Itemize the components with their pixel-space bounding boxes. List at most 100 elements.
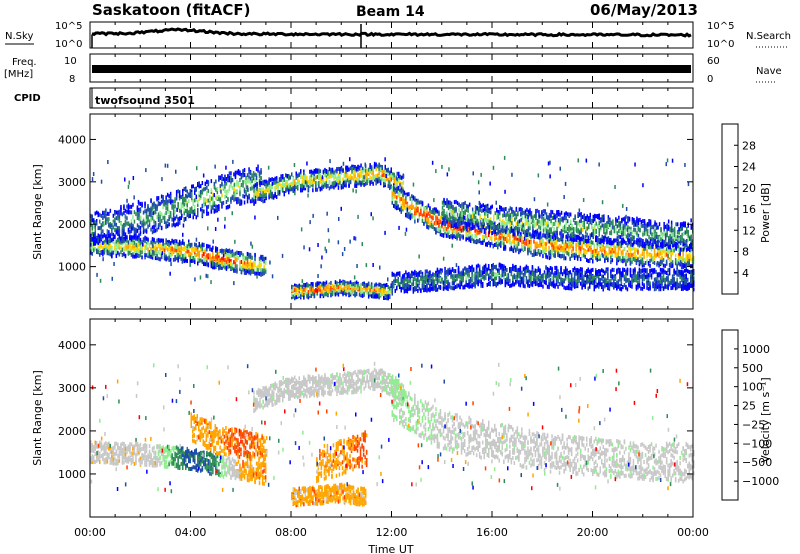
data-cell	[315, 176, 317, 181]
data-cell	[94, 220, 96, 225]
data-cell	[566, 250, 568, 255]
data-cell	[257, 164, 259, 169]
data-cell	[584, 254, 586, 259]
data-cell	[189, 214, 191, 218]
data-cell	[468, 215, 471, 220]
data-cell	[292, 176, 294, 181]
data-cell	[468, 222, 471, 227]
data-cell	[117, 231, 119, 236]
data-cell	[589, 216, 591, 221]
data-cell	[209, 202, 211, 207]
data-cell	[219, 176, 222, 180]
data-cell	[490, 205, 492, 210]
data-cell	[420, 200, 422, 205]
data-cell	[435, 219, 437, 224]
data-cell	[623, 247, 626, 252]
data-cell	[118, 245, 121, 250]
data-cell	[206, 185, 208, 190]
data-cell	[153, 224, 155, 229]
data-cell	[685, 264, 687, 269]
data-cell	[97, 249, 99, 254]
data-cell	[581, 234, 584, 239]
data-cell	[552, 246, 555, 251]
data-cell	[594, 213, 596, 218]
data-cell	[599, 242, 601, 247]
data-cell	[168, 239, 170, 244]
data-cell	[583, 218, 585, 223]
data-cell	[448, 212, 451, 217]
cpid-value: twofsound 3501	[95, 94, 195, 107]
data-cell	[450, 201, 453, 206]
data-cell	[201, 208, 204, 213]
data-cell	[491, 225, 493, 230]
data-cell	[571, 237, 573, 242]
data-cell	[207, 198, 210, 203]
data-cell	[658, 249, 660, 253]
data-cell	[249, 176, 252, 181]
data-cell	[628, 233, 631, 238]
data-cell	[144, 204, 146, 209]
data-cell	[144, 235, 146, 240]
data-cell	[370, 170, 373, 174]
data-cell	[402, 205, 404, 210]
data-cell	[545, 215, 548, 220]
data-cell	[449, 215, 451, 220]
data-cell	[412, 196, 415, 201]
data-cell	[352, 174, 355, 179]
data-cell	[639, 237, 641, 242]
data-cell	[343, 183, 346, 188]
data-cell	[185, 188, 187, 193]
data-cell	[664, 263, 666, 268]
data-cell	[604, 258, 606, 263]
data-cell	[489, 236, 491, 241]
data-cell	[139, 246, 142, 250]
data-cell	[418, 216, 421, 221]
data-cell	[575, 221, 578, 226]
data-cell	[480, 222, 483, 227]
data-cell	[637, 249, 639, 254]
data-cell	[595, 214, 597, 219]
data-cell	[598, 221, 600, 225]
data-cell	[459, 212, 462, 217]
data-cell	[169, 257, 172, 262]
data-cell	[533, 219, 536, 224]
data-cell	[135, 246, 137, 251]
data-cell	[303, 186, 305, 191]
data-cell	[493, 214, 495, 219]
data-cell	[652, 258, 654, 263]
data-cell	[204, 259, 207, 264]
data-cell	[218, 257, 220, 262]
data-cell	[197, 252, 199, 257]
data-cell	[139, 250, 142, 255]
data-cell	[609, 222, 611, 227]
data-cell	[512, 239, 514, 244]
data-cell	[572, 231, 575, 236]
data-cell	[331, 171, 334, 176]
data-cell	[168, 251, 170, 256]
data-cell	[562, 218, 564, 223]
data-cell	[177, 242, 179, 247]
freq-panel: Freq. [MHz] 10 8 60 0 Nave	[4, 53, 782, 85]
data-cell	[337, 166, 340, 171]
data-cell	[473, 224, 475, 229]
data-cell	[603, 226, 605, 231]
data-cell	[366, 171, 368, 176]
data-cell	[414, 207, 416, 212]
data-cell	[301, 179, 304, 184]
data-cell	[109, 234, 112, 239]
data-cell	[494, 232, 496, 237]
data-cell	[526, 232, 528, 237]
data-cell	[613, 225, 616, 230]
data-cell	[236, 254, 238, 259]
data-cell	[375, 162, 377, 167]
data-cell	[239, 192, 241, 197]
data-cell	[117, 226, 119, 231]
data-cell	[499, 205, 501, 210]
data-cell	[336, 179, 338, 184]
data-cell	[636, 240, 638, 245]
data-cell	[471, 214, 474, 219]
data-cell	[373, 175, 376, 180]
data-cell	[516, 228, 519, 233]
data-cell	[450, 234, 452, 239]
data-cell	[560, 236, 563, 241]
